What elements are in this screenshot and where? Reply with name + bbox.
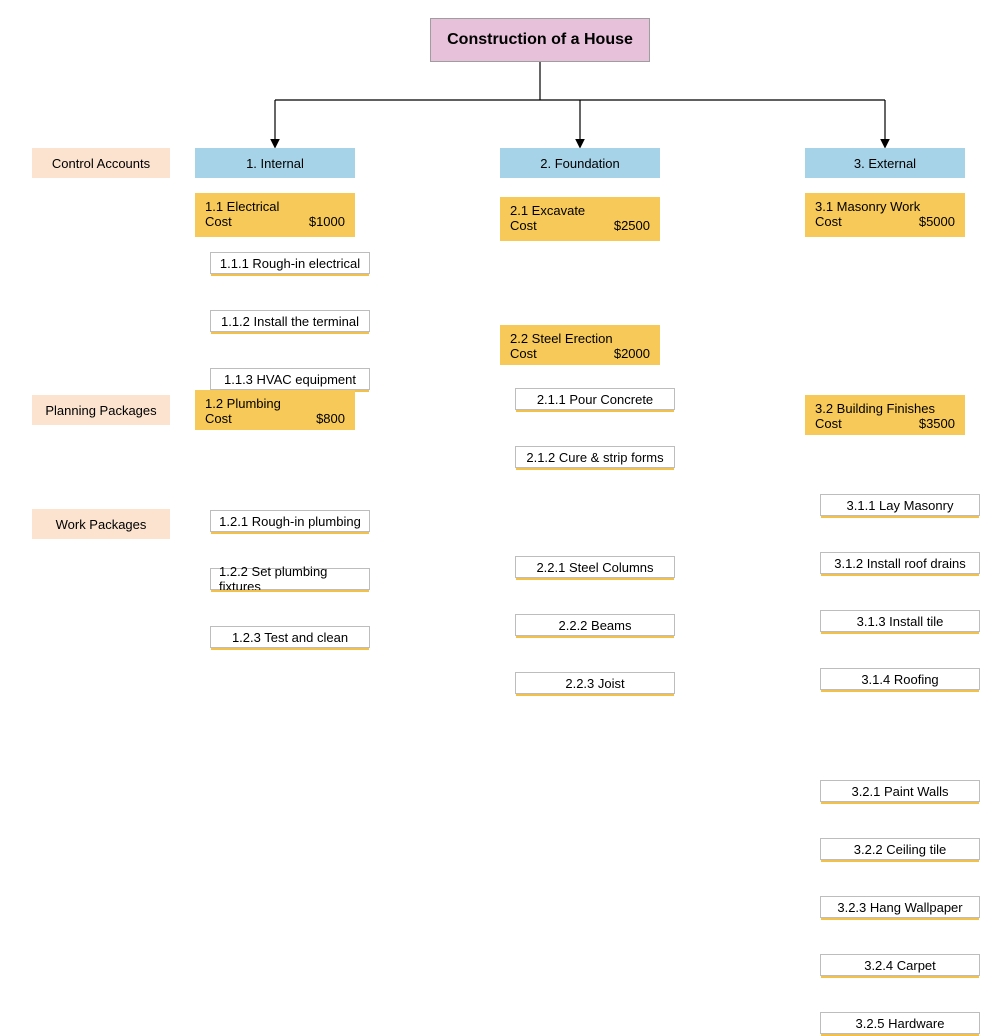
package-masonry-label: 3.1 Masonry Work [815, 199, 955, 214]
package-building-finishes-cost-label: Cost [815, 416, 842, 431]
work-item: 3.1.1 Lay Masonry [820, 494, 980, 516]
package-masonry: 3.1 Masonry Work Cost $5000 [805, 193, 965, 237]
package-masonry-cost-label: Cost [815, 214, 842, 229]
package-excavate-cost: $2500 [614, 218, 650, 233]
package-plumbing-cost: $800 [316, 411, 345, 426]
work-item-text: 2.1.1 Pour Concrete [537, 392, 653, 407]
package-building-finishes-cost: $3500 [919, 416, 955, 431]
package-electrical-cost: $1000 [309, 214, 345, 229]
work-item-text: 1.1.1 Rough-in electrical [220, 256, 360, 271]
package-steel-erection-cost-label: Cost [510, 346, 537, 361]
diagram-title: Construction of a House [430, 18, 650, 62]
work-item: 2.1.2 Cure & strip forms [515, 446, 675, 468]
work-item: 3.2.3 Hang Wallpaper [820, 896, 980, 918]
work-item: 3.2.2 Ceiling tile [820, 838, 980, 860]
work-item: 2.2.1 Steel Columns [515, 556, 675, 578]
package-electrical-label: 1.1 Electrical [205, 199, 345, 214]
work-item-text: 3.2.5 Hardware [856, 1016, 945, 1031]
package-masonry-cost: $5000 [919, 214, 955, 229]
package-electrical-cost-label: Cost [205, 214, 232, 229]
label-work-packages: Work Packages [32, 509, 170, 539]
work-item-text: 3.1.4 Roofing [861, 672, 938, 687]
label-control-accounts: Control Accounts [32, 148, 170, 178]
work-item: 2.2.2 Beams [515, 614, 675, 636]
node-external: 3. External [805, 148, 965, 178]
work-item-text: 1.1.2 Install the terminal [221, 314, 359, 329]
work-item: 1.2.1 Rough-in plumbing [210, 510, 370, 532]
label-planning-packages-text: Planning Packages [45, 403, 156, 418]
work-item-text: 3.1.1 Lay Masonry [847, 498, 954, 513]
work-item: 3.2.4 Carpet [820, 954, 980, 976]
work-item-text: 3.2.4 Carpet [864, 958, 936, 973]
package-excavate: 2.1 Excavate Cost $2500 [500, 197, 660, 241]
work-item: 2.2.3 Joist [515, 672, 675, 694]
package-steel-erection-cost: $2000 [614, 346, 650, 361]
diagram-title-text: Construction of a House [447, 31, 633, 49]
work-item: 1.1.3 HVAC equipment [210, 368, 370, 390]
node-foundation-text: 2. Foundation [540, 156, 620, 171]
work-item-text: 3.2.3 Hang Wallpaper [837, 900, 962, 915]
work-item-text: 1.2.2 Set plumbing fixtures [219, 564, 361, 594]
node-internal-text: 1. Internal [246, 156, 304, 171]
work-item: 3.2.5 Hardware [820, 1012, 980, 1034]
work-item: 3.1.4 Roofing [820, 668, 980, 690]
work-item-text: 3.2.1 Paint Walls [851, 784, 948, 799]
work-item-text: 2.2.2 Beams [559, 618, 632, 633]
package-excavate-label: 2.1 Excavate [510, 203, 650, 218]
label-work-packages-text: Work Packages [56, 517, 147, 532]
work-item-text: 1.1.3 HVAC equipment [224, 372, 356, 387]
package-excavate-cost-label: Cost [510, 218, 537, 233]
package-plumbing: 1.2 Plumbing Cost $800 [195, 390, 355, 430]
node-internal: 1. Internal [195, 148, 355, 178]
package-plumbing-label: 1.2 Plumbing [205, 396, 345, 411]
node-external-text: 3. External [854, 156, 916, 171]
work-item-text: 3.1.3 Install tile [857, 614, 944, 629]
work-item: 2.1.1 Pour Concrete [515, 388, 675, 410]
work-item: 1.2.2 Set plumbing fixtures [210, 568, 370, 590]
label-control-accounts-text: Control Accounts [52, 156, 150, 171]
package-plumbing-cost-label: Cost [205, 411, 232, 426]
work-item: 1.1.2 Install the terminal [210, 310, 370, 332]
work-item-text: 2.2.3 Joist [565, 676, 624, 691]
work-item-text: 3.2.2 Ceiling tile [854, 842, 947, 857]
work-item: 3.2.1 Paint Walls [820, 780, 980, 802]
package-building-finishes-label: 3.2 Building Finishes [815, 401, 955, 416]
work-item-text: 3.1.2 Install roof drains [834, 556, 966, 571]
node-foundation: 2. Foundation [500, 148, 660, 178]
work-item: 1.2.3 Test and clean [210, 626, 370, 648]
work-item-text: 1.2.3 Test and clean [232, 630, 348, 645]
work-item-text: 2.1.2 Cure & strip forms [526, 450, 663, 465]
package-building-finishes: 3.2 Building Finishes Cost $3500 [805, 395, 965, 435]
work-item: 3.1.2 Install roof drains [820, 552, 980, 574]
work-item-text: 1.2.1 Rough-in plumbing [219, 514, 361, 529]
work-item-text: 2.2.1 Steel Columns [536, 560, 653, 575]
label-planning-packages: Planning Packages [32, 395, 170, 425]
package-steel-erection: 2.2 Steel Erection Cost $2000 [500, 325, 660, 365]
work-item: 1.1.1 Rough-in electrical [210, 252, 370, 274]
work-item: 3.1.3 Install tile [820, 610, 980, 632]
package-steel-erection-label: 2.2 Steel Erection [510, 331, 650, 346]
package-electrical: 1.1 Electrical Cost $1000 [195, 193, 355, 237]
